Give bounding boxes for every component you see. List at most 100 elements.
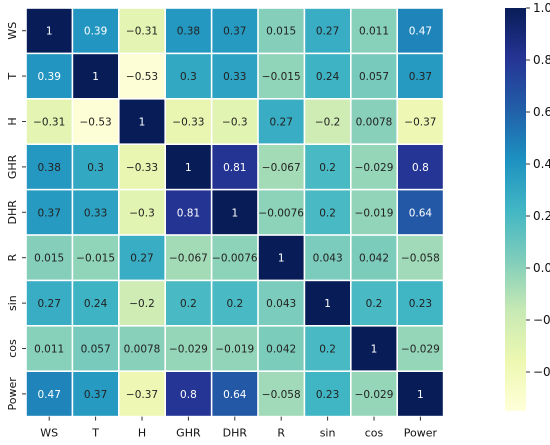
cell-value-label: −0.2	[129, 298, 155, 310]
cell-value-label: 0.011	[34, 344, 64, 356]
cell-value-label: 0.64	[223, 389, 247, 401]
heatmap-cell	[26, 99, 72, 144]
cell-value-label: 0.64	[409, 207, 433, 219]
cell-value-label: 0.011	[359, 26, 389, 38]
heatmap-cell	[305, 145, 350, 189]
heatmap-cell	[73, 190, 118, 235]
heatmap-cell	[166, 372, 211, 416]
cell-value-label: −0.37	[404, 117, 436, 129]
cell-value-label: −0.0076	[258, 207, 304, 219]
y-tick-label: R	[6, 254, 19, 262]
heatmap-cell	[305, 372, 350, 416]
heatmap-cell	[73, 145, 118, 189]
cell-value-label: 0.8	[180, 389, 197, 401]
heatmap-cell	[119, 145, 165, 189]
heatmap-cell	[26, 281, 72, 325]
cell-value-label: 0.3	[87, 162, 104, 174]
heatmap-cell	[166, 281, 211, 325]
cell-value-label: 0.042	[266, 344, 296, 356]
cell-value-label: −0.058	[262, 389, 301, 401]
x-tick-label: H	[138, 427, 146, 440]
heatmap-cell	[398, 8, 443, 53]
heatmap-cell	[305, 281, 350, 325]
cell-value-label: −0.019	[355, 207, 394, 219]
heatmap-cell	[73, 99, 118, 144]
heatmap-cell	[398, 145, 443, 189]
heatmap-cell	[119, 281, 165, 325]
heatmap-cell	[212, 54, 258, 98]
x-tick-label: GHR	[176, 427, 201, 440]
cell-value-label: −0.015	[76, 253, 115, 265]
cell-value-label: 0.27	[38, 298, 61, 310]
heatmap-cell	[305, 235, 350, 280]
cell-value-label: 0.23	[409, 298, 432, 310]
y-tick-label: GHR	[6, 154, 19, 179]
heatmap-cell	[258, 326, 304, 371]
heatmap-cell	[119, 99, 165, 144]
cell-value-label: 0.33	[223, 71, 246, 83]
heatmap-cell	[166, 54, 211, 98]
cell-value-label: 0.38	[177, 26, 200, 38]
heatmap-cell	[26, 145, 72, 189]
cell-value-label: 1	[278, 253, 285, 265]
heatmap-cell	[258, 145, 304, 189]
cell-value-label: 0.47	[38, 389, 61, 401]
heatmap-cell	[73, 281, 118, 325]
cell-value-label: 0.81	[177, 207, 200, 219]
colorbar-tick-label: −0.2	[533, 313, 550, 327]
y-tick-label: H	[6, 117, 19, 125]
cell-value-label: 0.043	[266, 298, 296, 310]
heatmap-cell	[351, 235, 397, 280]
cell-value-label: −0.53	[126, 71, 158, 83]
colorbar-gradient	[505, 8, 526, 411]
heatmap-cell	[305, 190, 350, 235]
cell-value-label: −0.058	[401, 253, 440, 265]
heatmap-cell	[398, 99, 443, 144]
cell-value-label: 0.27	[270, 117, 293, 129]
heatmap-cell	[351, 8, 397, 53]
heatmap-cell	[351, 145, 397, 189]
cell-value-label: 1	[92, 71, 99, 83]
x-tick-label: DHR	[223, 427, 248, 440]
heatmap-cell	[73, 54, 118, 98]
cell-value-label: 0.0078	[124, 344, 161, 356]
y-tick-label: DHR	[6, 200, 19, 225]
x-tick-label: R	[277, 427, 285, 440]
cell-value-label: 0.2	[226, 298, 243, 310]
heatmap-cell	[398, 281, 443, 325]
heatmap-cell	[305, 54, 350, 98]
cell-value-label: 0.37	[84, 389, 107, 401]
cell-value-label: 1	[139, 117, 146, 129]
heatmap-cell	[212, 8, 258, 53]
cell-value-label: −0.029	[169, 344, 208, 356]
cell-value-label: 0.043	[313, 253, 343, 265]
heatmap-cell	[258, 372, 304, 416]
heatmap-cell	[258, 8, 304, 53]
cell-value-label: 0.2	[319, 162, 336, 174]
cell-value-label: 0.47	[409, 26, 432, 38]
heatmap-cell	[305, 8, 350, 53]
heatmap-cell	[398, 326, 443, 371]
cell-value-label: −0.029	[401, 344, 440, 356]
cell-value-label: −0.3	[222, 117, 248, 129]
cell-value-label: −0.019	[215, 344, 254, 356]
heatmap-cell	[119, 190, 165, 235]
heatmap-cell	[305, 326, 350, 371]
cell-value-label: 0.0078	[356, 117, 393, 129]
heatmap-cell	[119, 326, 165, 371]
heatmap-cell	[398, 235, 443, 280]
colorbar-tick-label: 0.4	[533, 157, 550, 171]
colorbar-tick-label: −0.4	[533, 365, 550, 379]
cell-value-label: 0.057	[359, 71, 389, 83]
heatmap-cell	[258, 190, 304, 235]
colorbar-tick-label: 0.2	[533, 209, 550, 223]
cell-value-label: 0.8	[412, 162, 429, 174]
heatmap-cell	[305, 99, 350, 144]
heatmap-cell	[398, 54, 443, 98]
cell-value-label: −0.3	[129, 207, 155, 219]
x-tick-label: Power	[404, 427, 438, 440]
colorbar-tick-label: 0.6	[533, 105, 550, 119]
